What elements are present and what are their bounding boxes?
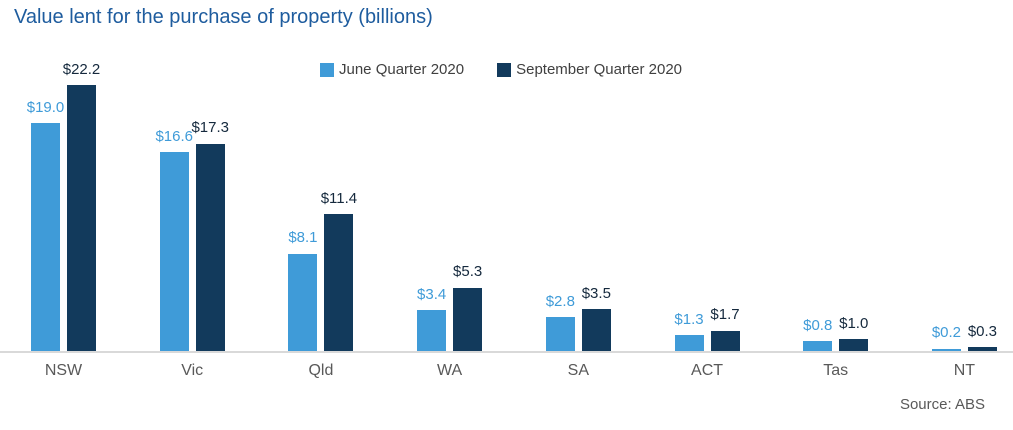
- chart-title: Value lent for the purchase of property …: [14, 6, 433, 28]
- x-axis-label-tas: Tas: [823, 362, 849, 379]
- bar-column-september-nt: $0.3: [967, 322, 998, 351]
- bar-september-qld: [324, 214, 354, 351]
- bar-june-tas: [803, 341, 833, 351]
- bar-column-september-nsw: $22.2: [63, 61, 100, 351]
- plot-area: $19.0 $22.2 $16.6 $17.3 $8.1 $11.4 $3.4 $5.3 $2.…: [27, 0, 998, 351]
- bar-value-label: $8.1: [288, 229, 318, 247]
- bar-column-june-act: $1.3: [674, 310, 704, 351]
- bar-column-june-tas: $0.8: [803, 316, 833, 351]
- x-axis-label-qld: Qld: [308, 362, 334, 379]
- bar-group-tas: $0.8 $1.0: [803, 314, 869, 351]
- bar-value-label: $1.7: [710, 306, 740, 324]
- bar-june-sa: [545, 317, 575, 351]
- x-axis-label-act: ACT: [691, 362, 724, 379]
- bar-column-september-qld: $11.4: [321, 190, 357, 351]
- bar-june-nsw: [31, 123, 60, 351]
- bar-column-september-vic: $17.3: [191, 120, 229, 351]
- bar-september-wa: [453, 287, 483, 351]
- bar-value-label: $0.8: [803, 316, 833, 334]
- x-axis-label-wa: WA: [437, 362, 463, 379]
- legend-swatch-icon: [320, 62, 334, 77]
- bar-column-june-wa: $3.4: [417, 285, 447, 351]
- x-axis-labels: NSW Vic Qld WA SA ACT Tas NT: [31, 362, 997, 380]
- legend: June Quarter 2020 September Quarter 2020: [320, 61, 682, 78]
- bar-group-nsw: $19.0 $22.2: [27, 61, 100, 351]
- bar-column-september-act: $1.7: [710, 306, 740, 351]
- bar-group-nt: $0.2 $0.3: [932, 322, 998, 351]
- bar-september-nsw: [67, 85, 96, 351]
- x-axis-label-nt: NT: [953, 362, 976, 379]
- x-axis-label-sa: SA: [567, 362, 589, 379]
- legend-label: September Quarter 2020: [516, 61, 683, 78]
- bar-value-label: $22.2: [62, 60, 101, 78]
- bar-group-vic: $16.6 $17.3: [155, 120, 229, 351]
- bar-september-vic: [195, 143, 225, 351]
- bar-column-june-qld: $8.1: [288, 229, 318, 351]
- bar-june-act: [674, 335, 704, 351]
- bar-value-label: $11.4: [320, 189, 358, 207]
- bar-value-label: $17.3: [191, 119, 229, 137]
- legend-swatch-icon: [497, 62, 512, 77]
- legend-label: June Quarter 2020: [339, 61, 465, 78]
- bar-september-sa: [581, 309, 611, 351]
- bar-june-qld: [288, 253, 318, 351]
- bar-september-nt: [967, 347, 997, 351]
- bar-column-september-sa: $3.5: [581, 284, 611, 351]
- bar-value-label: $0.2: [931, 324, 962, 342]
- bar-june-vic: [159, 152, 189, 351]
- bar-september-act: [710, 330, 740, 351]
- bar-value-label: $19.0: [26, 98, 65, 116]
- bar-group-qld: $8.1 $11.4: [288, 190, 357, 351]
- x-axis-line: [0, 351, 1013, 353]
- bar-value-label: $1.3: [674, 310, 704, 328]
- bar-column-june-nsw: $19.0: [27, 99, 64, 351]
- bar-column-september-wa: $5.3: [453, 264, 482, 351]
- bar-column-june-sa: $2.8: [545, 292, 575, 351]
- legend-item-0: June Quarter 2020: [320, 61, 464, 78]
- bar-group-wa: $3.4 $5.3: [417, 264, 482, 351]
- bar-value-label: $5.3: [453, 263, 483, 281]
- bar-value-label: $2.8: [545, 292, 575, 310]
- bar-value-label: $16.6: [155, 127, 193, 145]
- x-axis-label-vic: Vic: [181, 362, 204, 379]
- bar-group-act: $1.3 $1.7: [674, 306, 740, 351]
- source-note: Source: ABS: [899, 396, 985, 413]
- bar-september-tas: [839, 339, 869, 351]
- bar-value-label: $3.5: [581, 284, 611, 302]
- bar-june-nt: [931, 348, 961, 351]
- legend-item-1: September Quarter 2020: [497, 61, 682, 78]
- bar-value-label: $0.3: [967, 322, 998, 340]
- bar-value-label: $3.4: [417, 285, 447, 303]
- bar-column-september-tas: $1.0: [839, 314, 869, 351]
- x-axis-label-nsw: NSW: [44, 362, 83, 379]
- bar-column-june-nt: $0.2: [932, 325, 961, 351]
- bar-column-june-vic: $16.6: [155, 128, 193, 351]
- bar-june-wa: [417, 310, 447, 351]
- bar-group-sa: $2.8 $3.5: [545, 284, 611, 351]
- bar-value-label: $1.0: [839, 314, 869, 332]
